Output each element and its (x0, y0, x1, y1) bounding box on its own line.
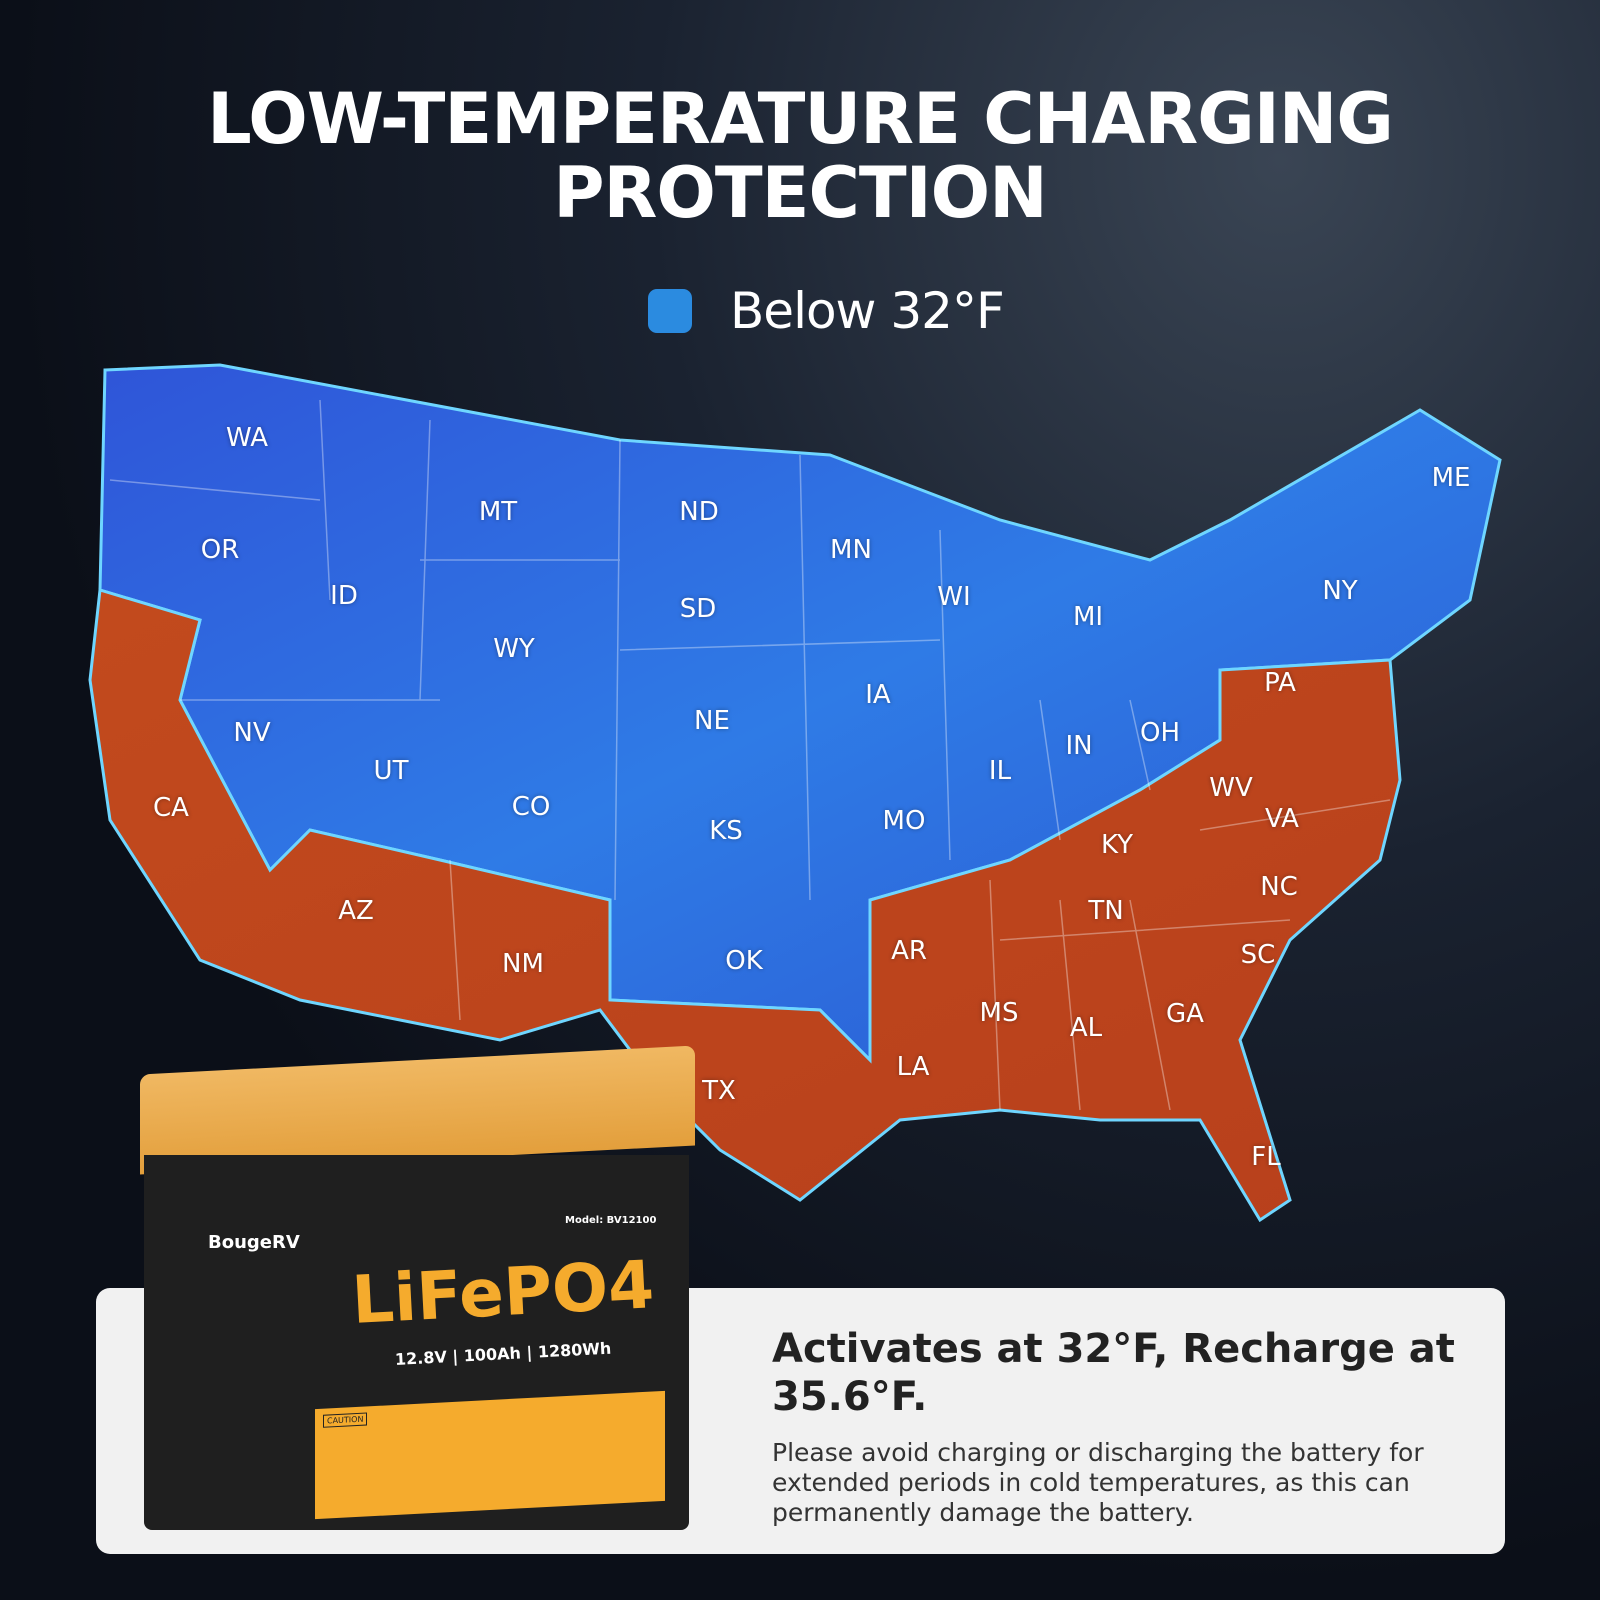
state-label-ms: MS (979, 998, 1019, 1028)
battery-brand: BougeRV (208, 1232, 300, 1253)
state-label-nd: ND (679, 497, 719, 527)
state-label-pa: PA (1264, 668, 1296, 698)
state-label-ok: OK (725, 946, 763, 976)
state-label-va: VA (1265, 804, 1299, 834)
state-borders (109, 399, 1391, 1111)
caution-text: CAUTION (323, 1412, 368, 1428)
state-label-wi: WI (937, 582, 971, 612)
state-label-az: AZ (338, 896, 374, 926)
battery-caution-label: CAUTION (315, 1390, 665, 1520)
legend: Below 32°F (648, 282, 1005, 340)
page-title: LOW-TEMPERATURE CHARGING PROTECTION (207, 78, 1394, 234)
state-label-nc: NC (1260, 872, 1298, 902)
state-label-co: CO (511, 792, 551, 822)
state-label-il: IL (988, 756, 1012, 786)
legend-label: Below 32°F (730, 282, 1005, 340)
state-label-ia: IA (865, 680, 891, 710)
battery-model: Model: BV12100 (565, 1215, 657, 1226)
state-label-sc: SC (1240, 940, 1276, 970)
state-label-ny: NY (1322, 576, 1358, 606)
state-label-tn: TN (1088, 896, 1124, 926)
state-label-mi: MI (1072, 602, 1104, 632)
state-label-or: OR (200, 535, 240, 565)
state-label-nm: NM (502, 949, 544, 979)
state-label-ne: NE (694, 706, 730, 736)
state-label-mn: MN (830, 535, 872, 565)
state-label-me: ME (1431, 463, 1471, 493)
state-label-ut: UT (373, 756, 409, 786)
state-label-mo: MO (882, 806, 926, 836)
state-label-wv: WV (1209, 773, 1253, 803)
state-label-mt: MT (478, 497, 518, 527)
state-label-wa: WA (225, 423, 269, 453)
state-label-fl: FL (1251, 1142, 1281, 1172)
state-label-in: IN (1065, 731, 1093, 761)
card-title: Activates at 32°F, Recharge at 35.6°F. (772, 1326, 1455, 1420)
legend-swatch-icon (648, 289, 692, 333)
state-label-ky: KY (1100, 830, 1134, 860)
state-label-al: AL (1069, 1013, 1103, 1043)
state-label-ga: GA (1166, 999, 1204, 1029)
state-label-la: LA (896, 1052, 930, 1082)
state-label-oh: OH (1139, 718, 1181, 748)
state-label-ar: AR (891, 936, 927, 966)
state-label-id: ID (330, 581, 358, 611)
card-body: Please avoid charging or discharging the… (772, 1438, 1424, 1527)
battery-chemistry: LiFePO4 (349, 1246, 656, 1339)
state-label-ks: KS (709, 816, 743, 846)
warm-region (88, 588, 1402, 1223)
state-label-wy: WY (493, 634, 535, 664)
state-label-ca: CA (153, 793, 189, 823)
state-label-sd: SD (679, 594, 717, 624)
state-label-nv: NV (233, 718, 271, 748)
state-label-tx: TX (702, 1076, 736, 1106)
